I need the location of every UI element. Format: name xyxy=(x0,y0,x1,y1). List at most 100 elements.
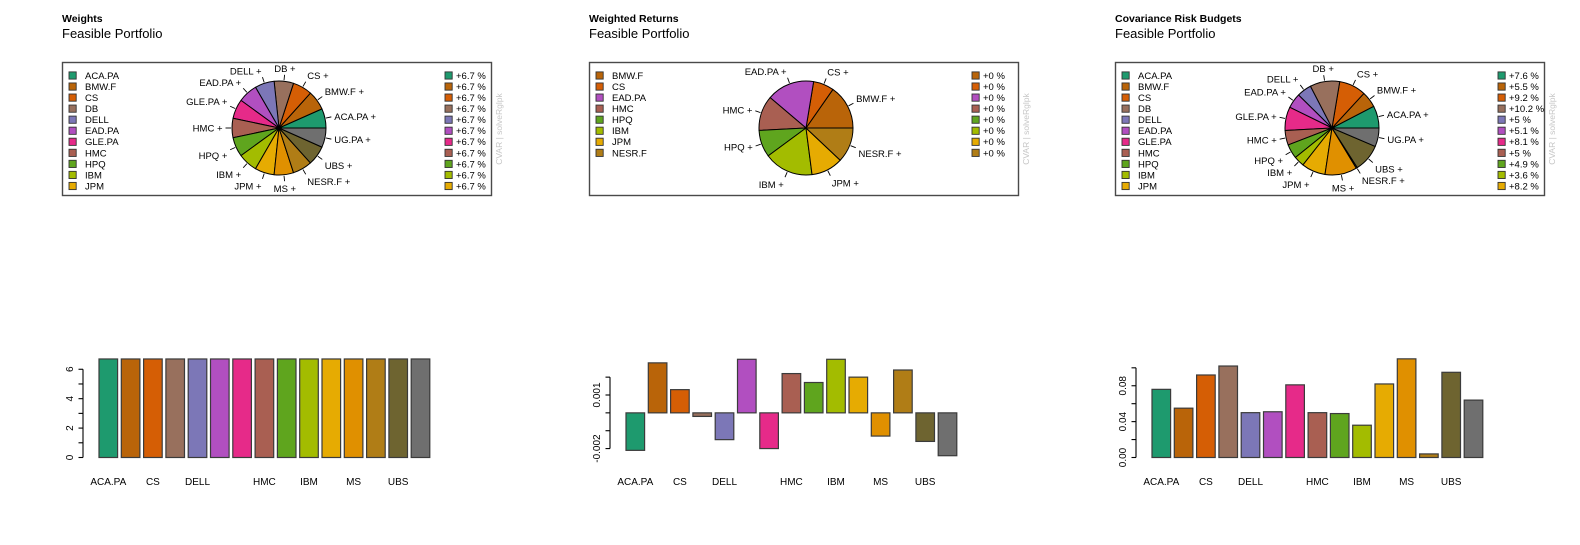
legend-swatch-BMW.F xyxy=(595,71,604,80)
pie-label-HMC: HMC + xyxy=(193,124,223,135)
legend-value-IBM: +0 % xyxy=(983,126,1005,137)
legend-value-swatch-IBM xyxy=(971,126,980,135)
legend-label-HPQ: HPQ xyxy=(612,115,633,126)
bar-ACA.PA xyxy=(98,358,119,459)
pie-label-HPQ: HPQ + xyxy=(199,151,228,162)
legend-swatch-IBM xyxy=(68,170,77,180)
legend-value-CS: +6.7 % xyxy=(456,93,486,104)
legend-label-NESR.F: NESR.F xyxy=(612,148,647,159)
legend-label-HMC: HMC xyxy=(1138,148,1160,159)
x-axis-label-IBM: IBM xyxy=(300,477,318,488)
bar-DELL xyxy=(187,358,208,459)
legend-value-NESR.F: +0 % xyxy=(983,148,1005,159)
pie-leader-IBM xyxy=(784,171,788,178)
bar-BMW.F xyxy=(1173,407,1194,459)
legend-value-ACA.PA: +7.6 % xyxy=(1509,71,1539,82)
legend-value-swatch-HPQ xyxy=(1497,159,1506,168)
legend-label-EAD.PA: EAD.PA xyxy=(612,93,647,104)
pie-leader-GLE.PA xyxy=(229,105,236,109)
legend-label-JPM: JPM xyxy=(85,181,104,192)
legend-swatch-IBM xyxy=(595,126,604,135)
legend-value-swatch-HMC xyxy=(971,104,980,113)
y-axis-tick-label: 6 xyxy=(65,366,76,372)
pie-label-UG.PA: UG.PA + xyxy=(1387,135,1424,146)
x-axis-label-HMC: HMC xyxy=(253,477,276,488)
legend-swatch-GLE.PA xyxy=(1121,137,1130,146)
pie-label-CS: CS + xyxy=(307,71,329,82)
legend-label-JPM: JPM xyxy=(1138,181,1157,192)
bar-MS xyxy=(343,358,364,459)
legend-swatch-BMW.F xyxy=(1121,82,1130,91)
x-axis-label-CS: CS xyxy=(1199,477,1213,488)
pie-label-CS: CS + xyxy=(1357,69,1379,80)
pie-label-BMW.F: BMW.F + xyxy=(325,87,365,98)
pie-leader-NESR.F xyxy=(302,169,307,175)
legend-value-swatch-EAD.PA xyxy=(444,126,453,135)
legend-label-DELL: DELL xyxy=(1138,115,1162,126)
legend-value-swatch-GLE.PA xyxy=(444,137,453,146)
pie-label-DB: DB + xyxy=(274,64,296,75)
x-axis-label-DELL: DELL xyxy=(185,477,210,488)
pie-leader-JPM xyxy=(262,173,265,180)
legend-value-ACA.PA: +6.7 % xyxy=(456,71,486,82)
bar-DELL xyxy=(714,412,735,441)
pie-leader-UG.PA xyxy=(325,137,332,140)
pie-label-IBM: IBM + xyxy=(1267,168,1293,179)
bar-ACA.PA xyxy=(1151,388,1172,459)
legend-value-HPQ: +0 % xyxy=(983,115,1005,126)
pie-leader-MS xyxy=(283,175,286,182)
pie-leader-JPM xyxy=(1310,171,1314,178)
panel-covariance-risk-budgets: Covariance Risk Budgets Feasible Portfol… xyxy=(1053,0,1580,545)
y-axis-tick-label: 0.001 xyxy=(592,382,603,407)
x-axis-label-ACA.PA: ACA.PA xyxy=(617,477,653,488)
legend-swatch-JPM xyxy=(595,137,604,146)
pie-label-EAD.PA: EAD.PA + xyxy=(199,78,241,89)
legend-swatch-CS xyxy=(595,82,604,91)
legend-value-CS: +9.2 % xyxy=(1509,93,1539,104)
bar-NESR.F xyxy=(893,369,913,414)
pie-label-JPM: JPM + xyxy=(832,178,860,189)
bar-HMC xyxy=(781,372,802,414)
pie-slice-UG.PA xyxy=(278,127,327,148)
legend-value-swatch-JPM xyxy=(971,137,980,146)
pie-label-NESR.F: NESR.F + xyxy=(307,177,350,188)
pie-leader-EAD.PA xyxy=(787,77,790,84)
x-axis-label-IBM: IBM xyxy=(1353,477,1371,488)
y-axis-tick-label: 0.08 xyxy=(1118,376,1129,396)
pie-leader-HMC xyxy=(755,110,761,114)
pie-leader-UBS xyxy=(317,155,323,160)
legend-value-HMC: +5 % xyxy=(1509,148,1531,159)
panel-title-weighted-returns: Weighted Returns xyxy=(589,13,679,25)
bar-NESR.F xyxy=(366,358,386,459)
bar-MS xyxy=(870,412,891,437)
legend-value-DELL: +6.7 % xyxy=(456,115,486,126)
legend-value-DELL: +5 % xyxy=(1509,115,1531,126)
x-axis-label-IBM: IBM xyxy=(827,477,845,488)
pie-leader-CS xyxy=(1352,79,1356,86)
panel-subtitle-weights: Feasible Portfolio xyxy=(62,26,163,41)
legend-swatch-HMC xyxy=(68,148,77,157)
weights-plot: ACA.PA +6.7 % BMW.F +6.7 % CS +6.7 % DB +6.7 % D… xyxy=(61,61,504,488)
legend-swatch-DELL xyxy=(68,115,77,124)
watermark-text: CVAR | solveRglpk xyxy=(1547,93,1557,165)
legend-label-HMC: HMC xyxy=(85,148,107,159)
legend-value-HPQ: +4.9 % xyxy=(1509,159,1539,170)
bar-BMW.F xyxy=(120,358,141,459)
legend-value-swatch-EAD.PA xyxy=(1497,126,1506,135)
legend-value-swatch-CS xyxy=(444,93,453,102)
bar-HPQ xyxy=(1329,412,1350,459)
bar-EAD.PA xyxy=(1262,411,1283,459)
legend-value-swatch-DELL xyxy=(444,115,453,124)
legend-swatch-ACA.PA xyxy=(1121,71,1130,80)
pie-label-HMC: HMC + xyxy=(723,105,753,116)
pie-label-MS: MS + xyxy=(1332,183,1355,194)
legend-swatch-HPQ xyxy=(68,159,77,168)
bar-ACA.PA xyxy=(625,412,646,451)
bar-UBS xyxy=(915,412,936,443)
panel-title-weights: Weights xyxy=(62,13,103,25)
bar-DELL xyxy=(1240,412,1261,459)
bar-JPM xyxy=(321,358,342,459)
legend-value-swatch-GLE.PA xyxy=(1497,137,1506,146)
legend-label-IBM: IBM xyxy=(612,126,629,137)
legend-value-swatch-HMC xyxy=(1497,148,1506,157)
